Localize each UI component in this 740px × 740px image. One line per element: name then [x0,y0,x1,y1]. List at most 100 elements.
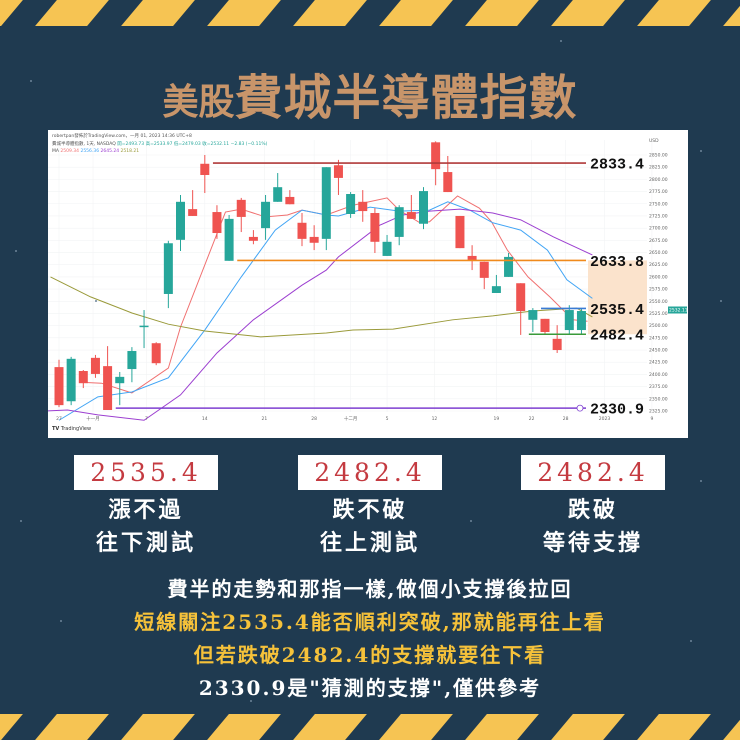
candle [491,274,501,293]
level-label-1: 漲不過 往下測試 [74,494,218,560]
candle [261,194,271,240]
candle-body [564,310,574,331]
level-label-3: 跌破 等待支撐 [521,494,665,560]
stripe [0,0,23,26]
candle-body [576,311,586,331]
y-tick-label: 2600.00 [649,274,668,280]
candle-body [151,343,161,364]
y-tick-label: 2575.00 [649,287,668,293]
candle-body [370,213,380,242]
candle-body [273,187,283,202]
stripe [379,0,453,26]
level-label-2: 跌不破 往上測試 [298,494,442,560]
speck [30,80,32,82]
candle [370,208,380,254]
candle-body [504,256,514,277]
candle-body [66,358,76,402]
candle [358,190,368,222]
candle-body [443,172,453,193]
candle [188,190,198,216]
candle [297,213,307,247]
candle [236,197,246,233]
candle [321,167,331,251]
candle [248,230,258,245]
candle-body [540,318,550,332]
candle-body [54,367,64,406]
y-tick-label: 2625.00 [649,262,668,268]
candle-body [321,167,331,239]
ma-value-4: 2518.21 [120,149,140,154]
candle-body [163,243,173,294]
candle-body [127,351,137,370]
candle-body [552,338,562,351]
y-tick-label: 2700.00 [649,226,668,232]
speck [20,520,22,522]
candle [103,346,113,411]
y-tick-label: 2525.00 [649,311,668,317]
moving-average-line [50,276,593,338]
candle-body [236,199,246,217]
candle-body [212,212,222,234]
low-value: 低=2479.03 [173,142,201,147]
candle [127,347,137,383]
stripe [465,0,539,26]
candle-body [467,255,477,261]
label-line: 跌破 [567,497,618,523]
candle-body [358,201,368,212]
stripe [637,0,711,26]
candle [382,234,392,256]
candle-body [297,222,307,239]
level-label-2535.4: 2535.4 [590,302,644,319]
ma-label: MA [52,149,59,154]
stripe [207,714,281,740]
candle-body [419,191,428,224]
x-tick-label: 十二月 [344,415,358,422]
paragraph-line-2: 短線關注2535.4能否順利突破,那就能再往上看 [134,610,606,634]
candle [66,356,76,406]
x-tick-label: 十一月 [86,415,100,422]
title-main: 費城半導體指數 [234,70,578,126]
paragraph-line-1: 費半的走勢和那指一樣,做個小支撐後拉回 [167,577,573,601]
speck [15,250,17,252]
candle-body [78,371,88,384]
candle [200,155,210,194]
candle-body [491,286,501,293]
candle-body [516,283,526,312]
candle-body [382,241,392,256]
candlestick-chart: 2833.42633.82535.42482.42330.92850.00282… [48,138,688,422]
candle [224,214,234,261]
level-box-1: 2535.4 [74,455,218,490]
y-tick-label: 2850.00 [649,153,668,159]
candle [419,187,428,230]
publisher-line: robertpan發佈於TradingView.com，一月 01, 2023 … [52,134,192,139]
alert-marker-icon [576,404,584,412]
paragraph-line-3: 但若跌破2482.4的支撐就要往下看 [193,643,547,667]
x-tick-label: 28 [311,416,317,422]
ma-legend: MA 2509.34 2556.36 2645.24 2518.21 [52,149,139,154]
paragraph-line-4: 2330.9是"猜測的支撐",僅供參考 [198,676,542,700]
label-line: 跌不破 [332,497,408,523]
speck [95,300,97,302]
speck [250,700,252,702]
x-tick-label: 28 [563,416,569,422]
ma-value-3: 2645.24 [100,149,120,154]
speck [690,640,692,642]
level-label-2482.4: 2482.4 [590,328,644,345]
candle [163,240,173,309]
y-tick-label: 2725.00 [649,213,668,219]
candle [309,225,319,251]
candle-body [248,236,258,241]
y-tick-label: 2350.00 [649,396,668,402]
stripe [723,714,740,740]
y-tick-label: 2800.00 [649,177,668,183]
page-title: 美股費城半導體指數 [0,58,740,128]
open-value: 開=2493.73 [117,142,145,147]
y-tick-label: 2825.00 [649,165,668,171]
y-tick-label: 2425.00 [649,360,668,366]
candle [90,354,100,378]
change-value: −2.83 (−0.11%) [230,142,268,147]
speck [700,480,702,482]
hazard-stripes-top [0,0,740,26]
candle [479,261,489,290]
candle-body [406,212,416,219]
